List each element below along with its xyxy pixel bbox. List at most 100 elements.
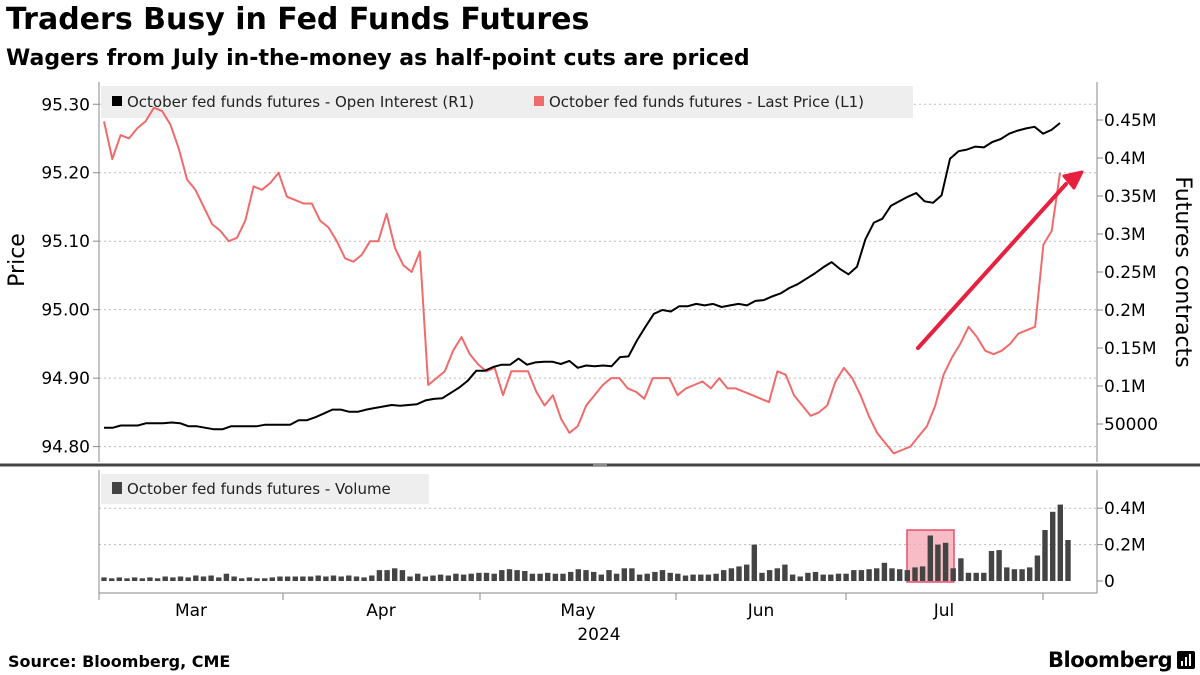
volume-bar bbox=[147, 577, 153, 581]
volume-bar bbox=[307, 576, 314, 581]
volume-bar bbox=[552, 573, 559, 581]
volume-bar bbox=[392, 568, 398, 581]
volume-bar bbox=[973, 572, 979, 581]
volume-bar bbox=[644, 573, 650, 581]
volume-bar bbox=[269, 577, 275, 581]
arrow-head bbox=[1062, 170, 1084, 190]
volume-bar bbox=[529, 573, 536, 581]
volume-bar bbox=[935, 544, 941, 581]
volume-bar bbox=[721, 570, 727, 581]
volume-bar bbox=[154, 578, 161, 581]
right-tick-label: 0.25M bbox=[1104, 263, 1157, 283]
volume-bar bbox=[460, 574, 467, 581]
volume-bar bbox=[904, 570, 910, 581]
volume-bar bbox=[346, 575, 352, 581]
volume-bar bbox=[751, 544, 757, 581]
volume-series bbox=[101, 504, 1071, 582]
right-tick-label: 0.1M bbox=[1104, 377, 1146, 397]
volume-bar bbox=[690, 574, 696, 581]
volume-bar bbox=[468, 573, 474, 581]
volume-bar bbox=[139, 578, 145, 581]
volume-bar bbox=[981, 572, 987, 581]
volume-bar bbox=[591, 571, 597, 581]
left-tick-label: 95.10 bbox=[41, 232, 90, 252]
volume-bar bbox=[116, 577, 122, 581]
volume-bar bbox=[866, 569, 872, 581]
volume-legend-box bbox=[101, 474, 429, 504]
volume-bar bbox=[437, 574, 444, 581]
volume-bar bbox=[353, 576, 360, 581]
volume-bar bbox=[988, 551, 995, 581]
arrow-shaft bbox=[916, 182, 1068, 350]
volume-bar bbox=[897, 569, 903, 581]
price-series bbox=[103, 106, 1061, 455]
volume-bar bbox=[728, 568, 735, 581]
volume-bar bbox=[376, 570, 383, 581]
volume-bar bbox=[522, 571, 528, 581]
volume-tick-label: 0 bbox=[1104, 572, 1115, 592]
right-tick-label: 0.35M bbox=[1104, 187, 1157, 207]
volume-bar bbox=[1065, 540, 1071, 581]
legend-label-open-interest: October fed funds futures - Open Interes… bbox=[127, 93, 474, 111]
x-tick-label: Jun bbox=[747, 601, 775, 621]
volume-bar bbox=[950, 568, 956, 581]
volume-bar bbox=[177, 576, 184, 581]
volume-bar bbox=[216, 577, 222, 581]
volume-bar bbox=[369, 575, 375, 581]
volume-bar bbox=[254, 578, 260, 581]
trend-arrow bbox=[916, 170, 1084, 350]
volume-bar bbox=[223, 573, 230, 581]
x-tick-label: May bbox=[560, 601, 595, 621]
left-tick-label: 95.00 bbox=[41, 301, 90, 321]
volume-bar bbox=[200, 576, 207, 581]
volume-bar bbox=[858, 570, 865, 581]
volume-bar bbox=[499, 570, 505, 581]
volume-bar bbox=[828, 574, 834, 581]
volume-bar bbox=[613, 573, 620, 581]
volume-bar bbox=[300, 576, 306, 581]
volume-bar bbox=[284, 576, 291, 581]
volume-bar bbox=[675, 573, 681, 581]
volume-bar bbox=[170, 577, 176, 581]
volume-bar bbox=[835, 573, 842, 581]
volume-bar bbox=[193, 575, 199, 581]
volume-bar bbox=[636, 574, 643, 581]
volume-bar bbox=[1011, 569, 1018, 581]
right-tick-label: 0.3M bbox=[1104, 225, 1146, 245]
volume-bar bbox=[1027, 567, 1033, 581]
volume-bar bbox=[1050, 511, 1056, 581]
volume-bar bbox=[766, 570, 773, 581]
left-axis-title: Price bbox=[5, 233, 30, 287]
volume-bar bbox=[361, 577, 367, 581]
volume-bar bbox=[476, 572, 482, 581]
volume-bar bbox=[124, 578, 130, 581]
right-tick-label: 50000 bbox=[1104, 415, 1158, 435]
legend-swatch-price bbox=[534, 96, 544, 106]
volume-bar bbox=[774, 568, 780, 581]
x-year-label: 2024 bbox=[577, 625, 620, 645]
price-line bbox=[103, 106, 1061, 455]
volume-bar bbox=[744, 564, 750, 581]
legend-label-price: October fed funds futures - Last Price (… bbox=[549, 93, 864, 111]
volume-bar bbox=[323, 576, 329, 581]
volume-bar bbox=[889, 568, 895, 581]
volume-bar bbox=[1004, 567, 1010, 581]
x-tick-label: Apr bbox=[366, 601, 395, 621]
volume-bar bbox=[422, 576, 428, 581]
volume-bar bbox=[491, 573, 497, 581]
open-interest-series bbox=[104, 122, 1061, 431]
volume-bar bbox=[445, 575, 451, 581]
volume-bar bbox=[537, 573, 543, 581]
volume-bar bbox=[384, 570, 390, 581]
volume-bar bbox=[430, 575, 436, 581]
x-tick-label: Mar bbox=[175, 601, 207, 621]
volume-bar bbox=[583, 570, 589, 581]
volume-bar bbox=[621, 568, 627, 581]
left-tick-label: 94.90 bbox=[41, 369, 90, 389]
volume-bar bbox=[101, 577, 107, 581]
x-tick-label: Jul bbox=[933, 601, 955, 621]
volume-bar bbox=[927, 535, 933, 581]
volume-bar bbox=[208, 575, 214, 581]
volume-bar bbox=[598, 574, 604, 581]
